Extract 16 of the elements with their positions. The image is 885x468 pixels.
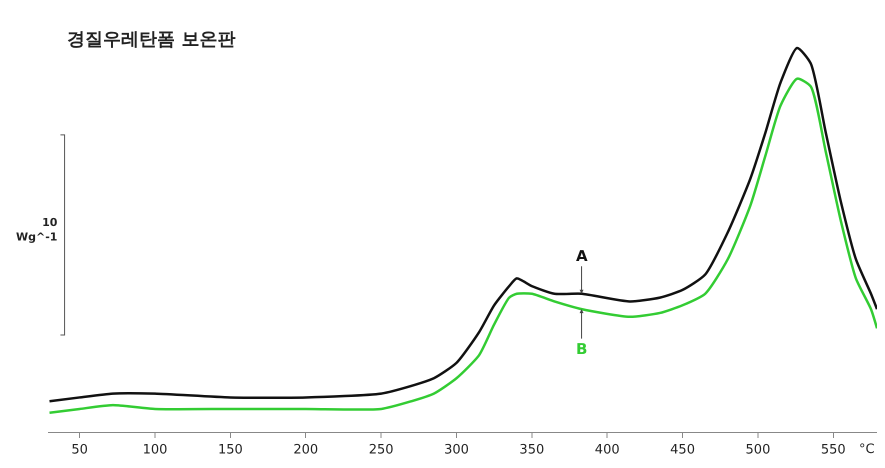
chart-title: 경질우레탄폼 보온판 [67,29,236,50]
x-axis-title: °C [859,442,875,457]
x-tick-label: 300 [444,442,469,458]
x-tick-label: 50 [71,442,88,458]
annotation: B [576,340,588,358]
x-tick-label: 500 [746,442,770,458]
x-tick-label: 350 [519,442,544,458]
x-tick-label: 550 [820,442,846,458]
x-tick-label: 200 [293,442,318,458]
x-tick-label: 150 [218,442,243,458]
x-tick-label: 250 [368,442,394,458]
annotation: 10 Wg^-1 [16,216,58,244]
annotation: A [576,247,588,265]
x-tick-label: 100 [142,442,168,458]
x-tick-label: 450 [670,442,695,458]
x-tick-label: 400 [594,442,620,458]
